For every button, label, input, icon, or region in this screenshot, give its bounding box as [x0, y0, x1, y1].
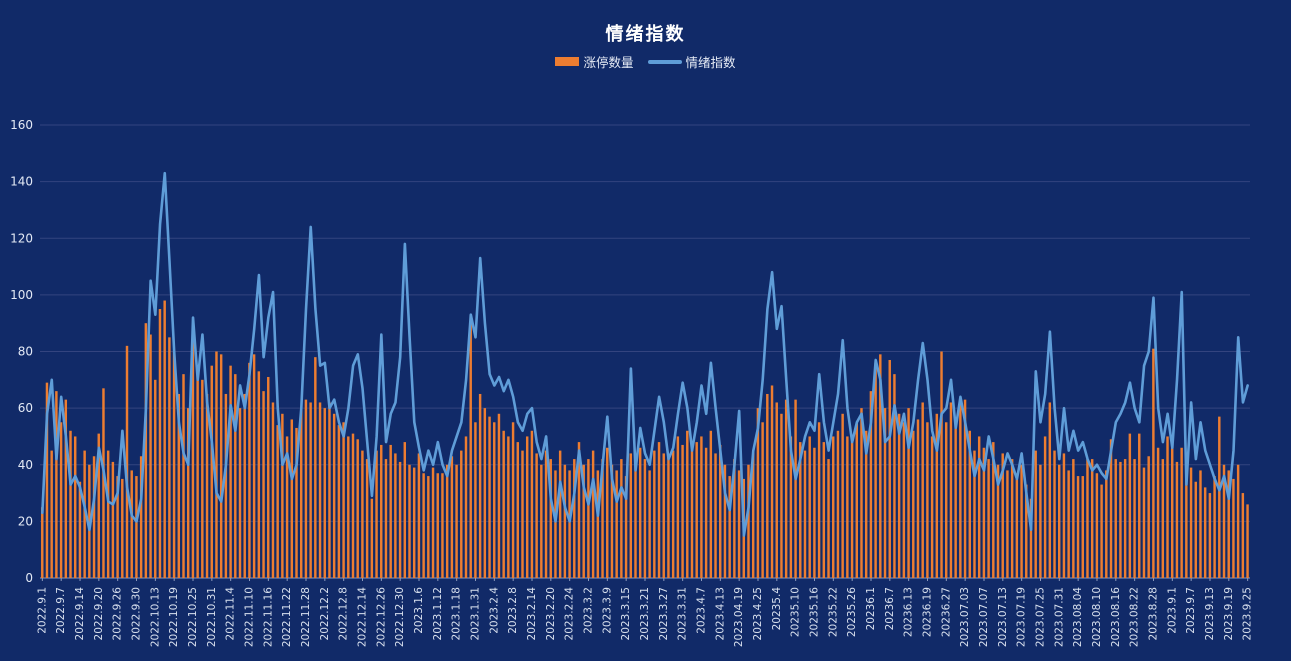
svg-text:2023.08.22: 2023.08.22	[1129, 587, 1141, 647]
svg-text:2023.04.19: 2023.04.19	[733, 587, 745, 647]
svg-text:2022.11.22: 2022.11.22	[281, 587, 293, 647]
svg-text:2023.3.21: 2023.3.21	[639, 587, 651, 640]
svg-text:20235.22: 20235.22	[827, 587, 839, 637]
svg-text:2023.08.16: 2023.08.16	[1110, 587, 1122, 647]
legend-item-bar-series[interactable]: 涨停数量	[555, 52, 634, 71]
svg-text:2022.12.30: 2022.12.30	[394, 587, 406, 647]
svg-text:20236.19: 20236.19	[921, 587, 933, 637]
svg-text:2022.10.19: 2022.10.19	[168, 587, 180, 647]
svg-text:2023.4.7: 2023.4.7	[695, 587, 707, 634]
x-axis-labels: 2022.9.1 2022.9.7 2022.9.14 2022.9.20 2022.9…	[36, 587, 1253, 647]
svg-text:2022.9.14: 2022.9.14	[74, 587, 86, 641]
svg-text:2023.07.13: 2023.07.13	[997, 587, 1009, 647]
svg-text:2022.11.10: 2022.11.10	[244, 587, 256, 647]
svg-text:2022.11.4: 2022.11.4	[225, 587, 237, 641]
bar-series	[41, 300, 1249, 579]
svg-text:2023.1.6: 2023.1.6	[413, 587, 425, 634]
legend-label-line-series: 情绪指数	[685, 55, 736, 70]
line-series-swatch-icon	[647, 59, 682, 64]
svg-text:2022.10.13: 2022.10.13	[149, 587, 161, 647]
svg-text:2023.1.18: 2023.1.18	[451, 587, 463, 640]
svg-text:2023.3.31: 2023.3.31	[677, 587, 689, 640]
svg-text:2023.08.10: 2023.08.10	[1091, 587, 1103, 647]
svg-text:2023.9.25: 2023.9.25	[1242, 587, 1254, 640]
svg-text:2022.11.16: 2022.11.16	[262, 587, 274, 647]
svg-text:100: 100	[10, 288, 33, 302]
svg-text:2023.9.7: 2023.9.7	[1185, 587, 1197, 634]
svg-text:2023.9.19: 2023.9.19	[1223, 587, 1235, 640]
svg-text:2023.2.8: 2023.2.8	[507, 587, 519, 634]
svg-text:2023.2.4: 2023.2.4	[488, 587, 500, 634]
svg-text:120: 120	[10, 231, 33, 245]
svg-text:2022.11.28: 2022.11.28	[300, 587, 312, 647]
svg-text:2023.07.19: 2023.07.19	[1016, 587, 1028, 647]
svg-text:2023.1.12: 2023.1.12	[432, 587, 444, 640]
svg-text:20: 20	[18, 514, 33, 528]
svg-text:80: 80	[18, 345, 33, 359]
svg-text:2023.9.1: 2023.9.1	[1166, 587, 1178, 634]
line-series	[41, 171, 1249, 537]
svg-text:2022.10.25: 2022.10.25	[187, 587, 199, 647]
svg-text:20236.1: 20236.1	[865, 587, 877, 630]
svg-text:60: 60	[18, 401, 33, 415]
legend: 涨停数量 情绪指数	[0, 52, 1291, 71]
svg-text:2023.1.31: 2023.1.31	[470, 587, 482, 640]
svg-text:2023.8.28: 2023.8.28	[1147, 587, 1159, 640]
svg-text:2023.4.13: 2023.4.13	[714, 587, 726, 640]
svg-text:2023.3.15: 2023.3.15	[620, 587, 632, 640]
svg-text:20235.4: 20235.4	[771, 587, 783, 631]
svg-text:2023.07.03: 2023.07.03	[959, 587, 971, 647]
svg-text:2022.12.26: 2022.12.26	[375, 587, 387, 647]
svg-text:40: 40	[18, 458, 33, 472]
x-axis	[41, 578, 1249, 581]
legend-label-bar-series: 涨停数量	[583, 55, 634, 70]
svg-text:2023.08.04: 2023.08.04	[1072, 587, 1084, 647]
svg-text:2022.9.26: 2022.9.26	[112, 587, 124, 641]
svg-text:2023.3.2: 2023.3.2	[583, 587, 595, 634]
svg-text:2023.07.07: 2023.07.07	[978, 587, 990, 647]
svg-text:20236.13: 20236.13	[903, 587, 915, 637]
y-axis-labels: 0 20 40 60 80 100 120 140 160	[10, 118, 33, 585]
svg-text:2022.12.14: 2022.12.14	[357, 587, 369, 647]
gridlines	[40, 124, 1250, 579]
svg-text:140: 140	[10, 175, 33, 189]
svg-text:2023.9.13: 2023.9.13	[1204, 587, 1216, 640]
svg-text:0: 0	[25, 571, 33, 585]
svg-text:2023.2.24: 2023.2.24	[564, 587, 576, 641]
bar-series-swatch-icon	[555, 57, 580, 66]
svg-text:2022.9.7: 2022.9.7	[55, 587, 67, 634]
svg-text:20235.26: 20235.26	[846, 587, 858, 637]
svg-text:2023.3.9: 2023.3.9	[601, 587, 613, 634]
chart-title: 情绪指数	[605, 24, 686, 45]
svg-text:2023.4.25: 2023.4.25	[752, 587, 764, 640]
svg-text:20235.10: 20235.10	[790, 587, 802, 637]
legend-item-line-series[interactable]: 情绪指数	[647, 52, 736, 71]
svg-text:2022.9.1: 2022.9.1	[36, 587, 48, 634]
svg-text:20236.7: 20236.7	[884, 587, 896, 630]
svg-text:2022.10.31: 2022.10.31	[206, 587, 218, 647]
svg-text:20235.16: 20235.16	[808, 587, 820, 637]
svg-text:20236.27: 20236.27	[940, 587, 952, 637]
svg-text:2023.07.25: 2023.07.25	[1034, 587, 1046, 647]
svg-text:2023.2.20: 2023.2.20	[545, 587, 557, 640]
svg-text:2022.9.30: 2022.9.30	[131, 587, 143, 640]
svg-text:2022.12.2: 2022.12.2	[319, 587, 331, 640]
svg-text:2023.07.31: 2023.07.31	[1053, 587, 1065, 647]
svg-text:2023.2.14: 2023.2.14	[526, 587, 538, 641]
svg-text:160: 160	[10, 118, 33, 132]
svg-text:2023.3.27: 2023.3.27	[658, 587, 670, 640]
svg-text:2022.12.8: 2022.12.8	[338, 587, 350, 640]
svg-text:2022.9.20: 2022.9.20	[93, 587, 105, 640]
